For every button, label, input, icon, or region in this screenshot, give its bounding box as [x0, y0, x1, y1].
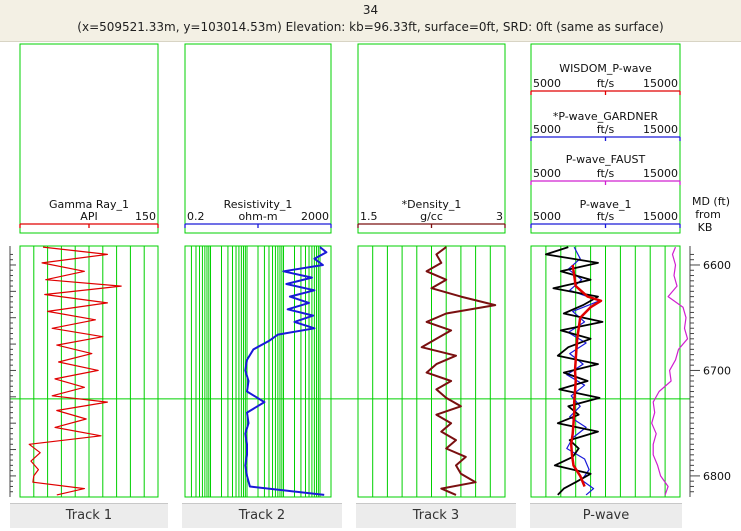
scale-min-faust: 5000: [533, 167, 561, 180]
curve-name-pwave: P-wave_1: [580, 198, 632, 211]
well-number: 34: [362, 3, 379, 17]
curve--p-wave-gardner: [566, 246, 601, 496]
scale-min-gardner: 5000: [533, 123, 561, 136]
scale-max-faust: 15000: [643, 167, 678, 180]
depth-tick-label: 6800: [703, 470, 731, 483]
curve-name-gamma: Gamma Ray_1: [49, 198, 129, 211]
depth-tick-label: 6700: [703, 364, 731, 377]
scale-max-wisdom: 15000: [643, 77, 678, 90]
depth-axis-title: from: [695, 208, 721, 221]
scale-max-pwave: 15000: [643, 210, 678, 223]
well-title-bar: 34 (x=509521.33m, y=103014.53m) Elevatio…: [0, 0, 741, 42]
scale-max-resistivity: 2000: [301, 210, 329, 223]
curve-name-gardner: *P-wave_GARDNER: [553, 110, 659, 123]
curve-name-faust: P-wave_FAUST: [566, 153, 646, 166]
track-footer-2[interactable]: Track 2: [182, 503, 342, 528]
curve-p-wave-faust: [651, 246, 689, 496]
scale-unit-pwave: ft/s: [597, 210, 615, 223]
scale-unit-gardner: ft/s: [597, 123, 615, 136]
curve-name-resistivity: Resistivity_1: [224, 198, 293, 211]
scale-unit-density: g/cc: [420, 210, 443, 223]
scale-max-density: 3: [496, 210, 503, 223]
curve-resistivity-1: [244, 246, 328, 496]
curve-gamma-ray-1: [28, 246, 122, 496]
scale-unit-faust: ft/s: [597, 167, 615, 180]
scale-min-resistivity: 0.2: [187, 210, 205, 223]
track-header-frame-3: [357, 43, 506, 234]
track-footer-3[interactable]: Track 3: [356, 503, 516, 528]
curve--density-1: [420, 246, 497, 496]
scale-min-density: 1.5: [360, 210, 378, 223]
scale-max-gamma: 150: [135, 210, 156, 223]
scale-unit-resistivity: ohm-m: [238, 210, 277, 223]
scale-max-gardner: 15000: [643, 123, 678, 136]
well-location-info: (x=509521.33m, y=103014.53m) Elevation: …: [77, 20, 664, 34]
track-header-frame-1: [19, 43, 159, 234]
scale-min-pwave: 5000: [533, 210, 561, 223]
depth-axis-title: KB: [698, 221, 713, 234]
curve-name-density: *Density_1: [402, 198, 462, 211]
scale-unit-wisdom: ft/s: [597, 77, 615, 90]
depth-tick-label: 6600: [703, 259, 731, 272]
depth-axis-title: MD (ft): [692, 195, 730, 208]
track-header-frame-2: [184, 43, 332, 234]
track-footer-4[interactable]: P-wave: [530, 503, 682, 528]
curve-layer: [28, 246, 689, 496]
track-footer-1[interactable]: Track 1: [10, 503, 168, 528]
curve-wisdom-p-wave: [569, 264, 603, 487]
scale-min-wisdom: 5000: [533, 77, 561, 90]
scale-unit-gamma: API: [80, 210, 97, 223]
curve-name-wisdom: WISDOM_P-wave: [559, 62, 652, 75]
